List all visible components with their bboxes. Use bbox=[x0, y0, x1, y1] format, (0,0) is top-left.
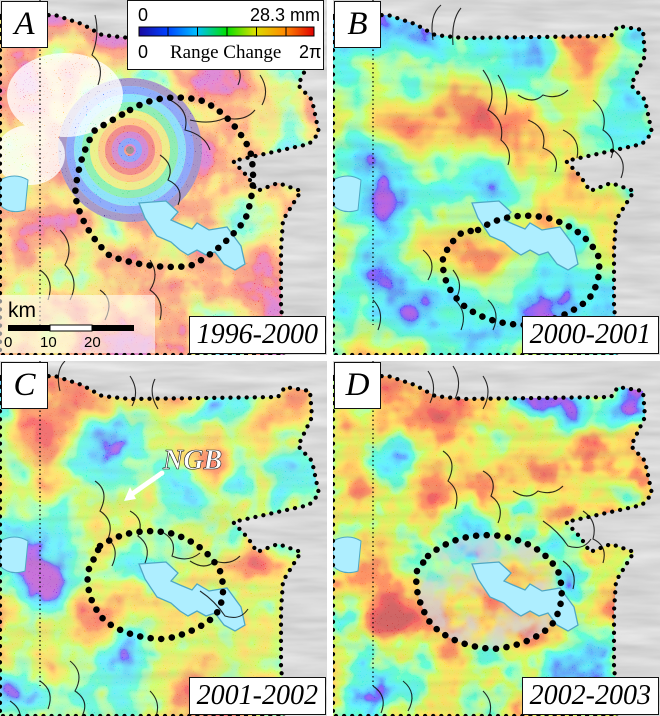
svg-text:2π: 2π bbox=[299, 42, 321, 62]
svg-text:28.3 mm: 28.3 mm bbox=[250, 5, 320, 25]
svg-text:km: km bbox=[8, 299, 36, 322]
svg-text:0: 0 bbox=[4, 334, 12, 351]
svg-text:Range Change: Range Change bbox=[170, 42, 281, 63]
svg-text:10: 10 bbox=[40, 334, 57, 351]
svg-text:NGB: NGB bbox=[162, 445, 222, 476]
svg-text:0: 0 bbox=[138, 42, 148, 62]
svg-text:0: 0 bbox=[138, 5, 148, 25]
svg-text:20: 20 bbox=[84, 334, 101, 351]
